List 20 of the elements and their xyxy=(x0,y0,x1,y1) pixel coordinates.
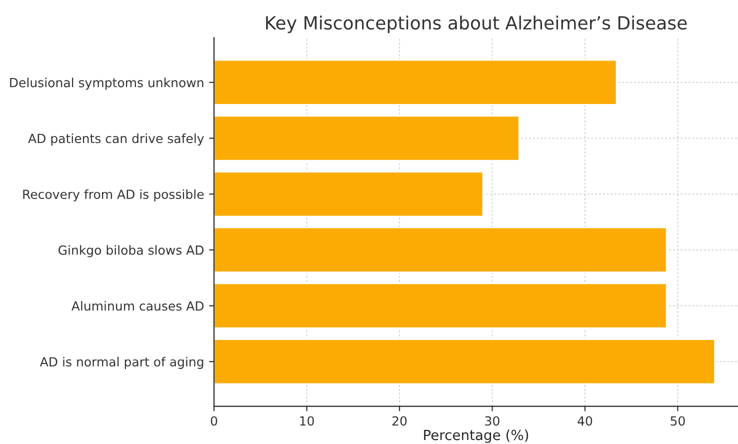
x-tick-label: 10 xyxy=(300,416,314,426)
y-tick-label: AD is normal part of aging xyxy=(40,356,204,369)
x-tick-label: 50 xyxy=(670,416,685,426)
x-tick-label: 30 xyxy=(485,416,500,426)
bar xyxy=(214,59,618,106)
y-tick-label: Ginkgo biloba slows AD xyxy=(58,245,204,258)
bar xyxy=(214,171,484,218)
y-tick-label: AD patients can drive safely xyxy=(28,133,204,146)
x-axis-title: Percentage (%) xyxy=(424,429,528,443)
x-tick-label: 0 xyxy=(210,416,218,426)
y-tick-label: Aluminum causes AD xyxy=(71,301,204,311)
bar xyxy=(214,115,520,162)
chart-title: Key Misconceptions about Alzheimer’s Disease xyxy=(266,16,687,34)
bar xyxy=(214,226,668,273)
bar xyxy=(214,338,716,385)
x-tick-label: 40 xyxy=(578,416,592,426)
bar xyxy=(214,282,668,329)
y-tick-label: Delusional symptoms unknown xyxy=(10,78,204,90)
x-tick-label: 20 xyxy=(392,416,407,426)
y-tick-label: Recovery from AD is possible xyxy=(23,189,204,202)
